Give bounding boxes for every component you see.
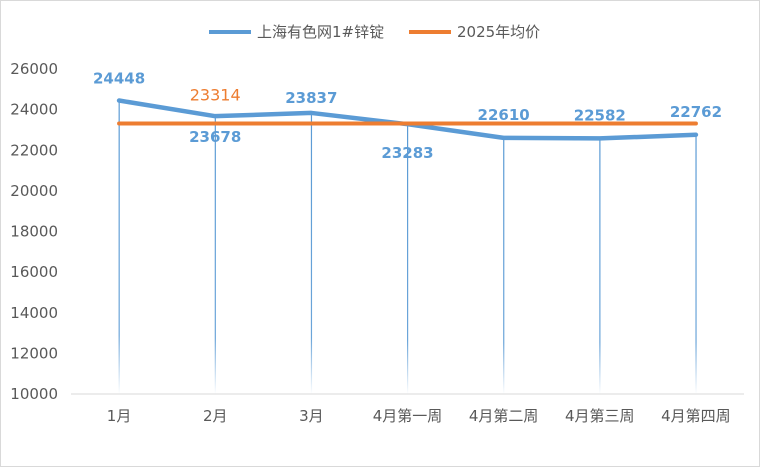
series-lines: [116, 98, 699, 141]
y-tick-label: 24000: [10, 101, 58, 119]
drop-line: [695, 134, 697, 394]
drop-line: [503, 137, 505, 394]
x-tick-label: 3月: [299, 407, 324, 425]
y-tick-label: 16000: [10, 263, 58, 281]
y-tick-label: 20000: [10, 182, 58, 200]
data-label-series-0: 22762: [670, 103, 722, 121]
y-tick-label: 10000: [10, 385, 58, 403]
data-label-series-0: 23678: [189, 128, 241, 146]
data-label-series-1: 23314: [190, 86, 241, 105]
drop-line: [118, 100, 120, 395]
drop-line: [599, 138, 601, 394]
legend-label-1: 2025年均价: [457, 23, 540, 41]
y-tick-label: 14000: [10, 304, 58, 322]
y-tick-label: 22000: [10, 141, 58, 159]
x-tick-label: 1月: [107, 407, 132, 425]
drop-lines: [118, 100, 697, 395]
drop-line: [214, 116, 216, 395]
data-label-series-0: 24448: [93, 70, 145, 88]
x-tick-label: 4月第二周: [469, 407, 539, 425]
data-label-series-0: 23837: [285, 89, 337, 107]
drop-line: [310, 112, 313, 394]
data-labels: 24448 23678 23837 23283 22610 22582 22762 23314: [93, 70, 722, 163]
y-tick-label: 18000: [10, 223, 58, 241]
data-label-series-0: 22582: [574, 106, 626, 124]
y-axis: 10000 12000 14000 16000 18000 20000 22000 24000…: [10, 60, 58, 403]
x-tick-label: 4月第四周: [661, 407, 731, 425]
y-tick-label: 12000: [10, 344, 58, 362]
x-tick-label: 2月: [203, 407, 228, 425]
legend: 上海有色网1#锌锭 2025年均价: [209, 23, 540, 41]
x-tick-label: 4月第三周: [565, 407, 635, 425]
y-tick-label: 26000: [10, 60, 58, 78]
x-axis: 1月 2月 3月 4月第一周 4月第二周 4月第三周 4月第四周: [107, 407, 731, 425]
x-tick-label: 4月第一周: [373, 407, 443, 425]
data-label-series-0: 23283: [381, 144, 433, 162]
data-label-series-0: 22610: [478, 106, 530, 124]
legend-label-0: 上海有色网1#锌锭: [257, 23, 384, 41]
drop-line: [407, 124, 409, 395]
